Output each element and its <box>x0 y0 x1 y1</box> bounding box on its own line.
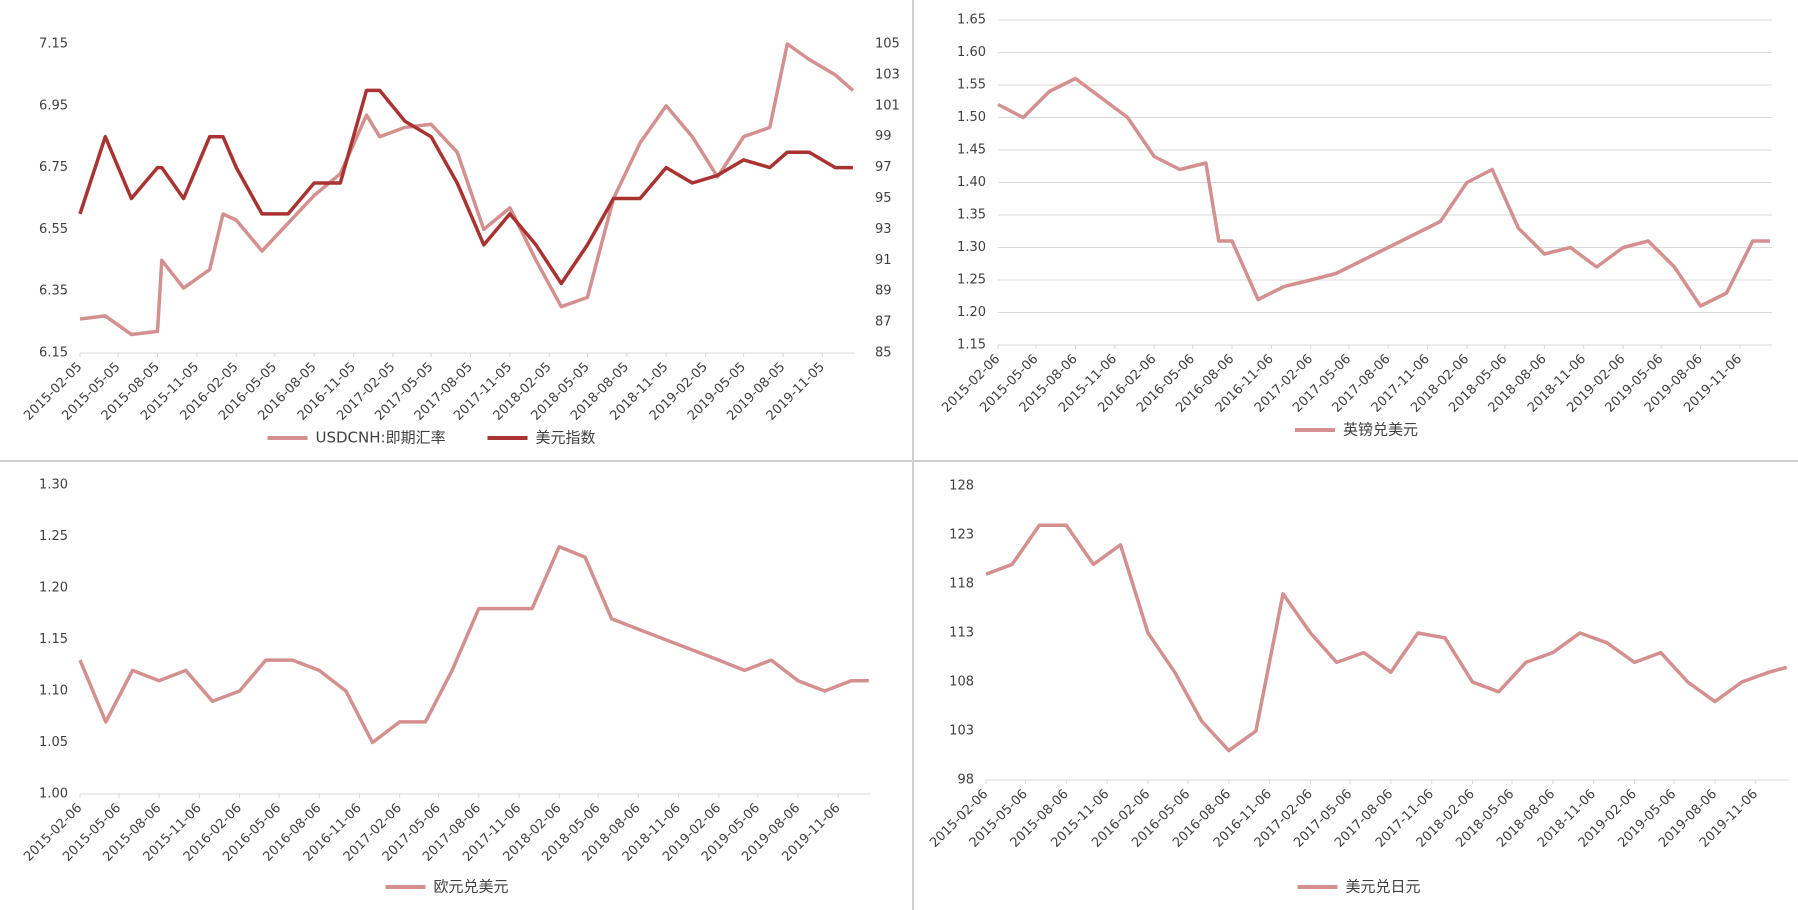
y-tick-label: 128 <box>949 479 974 494</box>
y-tick-label: 1.45 <box>957 143 986 158</box>
y2-tick-label: 99 <box>875 129 892 144</box>
y-tick-label: 1.30 <box>957 240 986 255</box>
y-tick-label: 1.10 <box>39 684 68 699</box>
series-line <box>79 42 855 337</box>
legend-label: USDCNH:即期汇率 <box>316 429 446 447</box>
series-line <box>78 88 853 286</box>
y-tick-label: 1.25 <box>957 273 986 288</box>
y-tick-label: 1.40 <box>957 175 986 190</box>
series-line <box>78 545 869 745</box>
y-tick-label: 118 <box>949 577 974 592</box>
y-tick-label: 1.50 <box>957 110 986 125</box>
y2-tick-label: 87 <box>875 315 892 330</box>
y-tick-label: 98 <box>957 773 974 788</box>
y-tick-label: 1.65 <box>957 13 986 28</box>
y-tick-label: 1.55 <box>957 78 986 93</box>
y2-tick-label: 97 <box>875 160 892 175</box>
y-tick-label: 113 <box>949 626 974 641</box>
y-tick-label: 1.05 <box>39 735 68 750</box>
y-tick-label: 123 <box>949 528 974 543</box>
y2-tick-label: 85 <box>875 346 892 361</box>
y2-tick-label: 105 <box>875 37 900 52</box>
y-tick-label: 1.60 <box>957 45 986 60</box>
y2-tick-label: 101 <box>875 98 900 113</box>
legend-label: 美元指数 <box>536 429 596 447</box>
legend-label: 欧元兑美元 <box>434 878 509 896</box>
series-line <box>985 523 1788 753</box>
y-tick-label: 6.95 <box>39 98 68 113</box>
y-tick-label: 1.00 <box>39 787 68 802</box>
y-tick-label: 6.55 <box>39 222 68 237</box>
y2-tick-label: 103 <box>875 67 900 82</box>
y-tick-label: 1.25 <box>39 529 68 544</box>
y2-tick-label: 95 <box>875 191 892 206</box>
y-tick-label: 6.75 <box>39 160 68 175</box>
y2-tick-label: 93 <box>875 222 892 237</box>
y-tick-label: 6.35 <box>39 284 68 299</box>
legend-label: 英镑兑美元 <box>1343 421 1418 439</box>
y-tick-label: 103 <box>949 724 974 739</box>
y2-tick-label: 89 <box>875 284 892 299</box>
y-tick-label: 1.20 <box>957 305 986 320</box>
y2-tick-label: 91 <box>875 253 892 268</box>
y-tick-label: 1.15 <box>39 632 68 647</box>
y-tick-label: 108 <box>949 675 974 690</box>
legend-label: 美元兑日元 <box>1346 878 1421 896</box>
y-tick-label: 1.15 <box>957 338 986 353</box>
y-tick-label: 6.15 <box>39 346 68 361</box>
y-tick-label: 1.35 <box>957 208 986 223</box>
y-tick-label: 1.30 <box>39 478 68 493</box>
y-tick-label: 1.20 <box>39 581 68 596</box>
y-tick-label: 7.15 <box>39 37 68 52</box>
series-line <box>997 76 1770 308</box>
